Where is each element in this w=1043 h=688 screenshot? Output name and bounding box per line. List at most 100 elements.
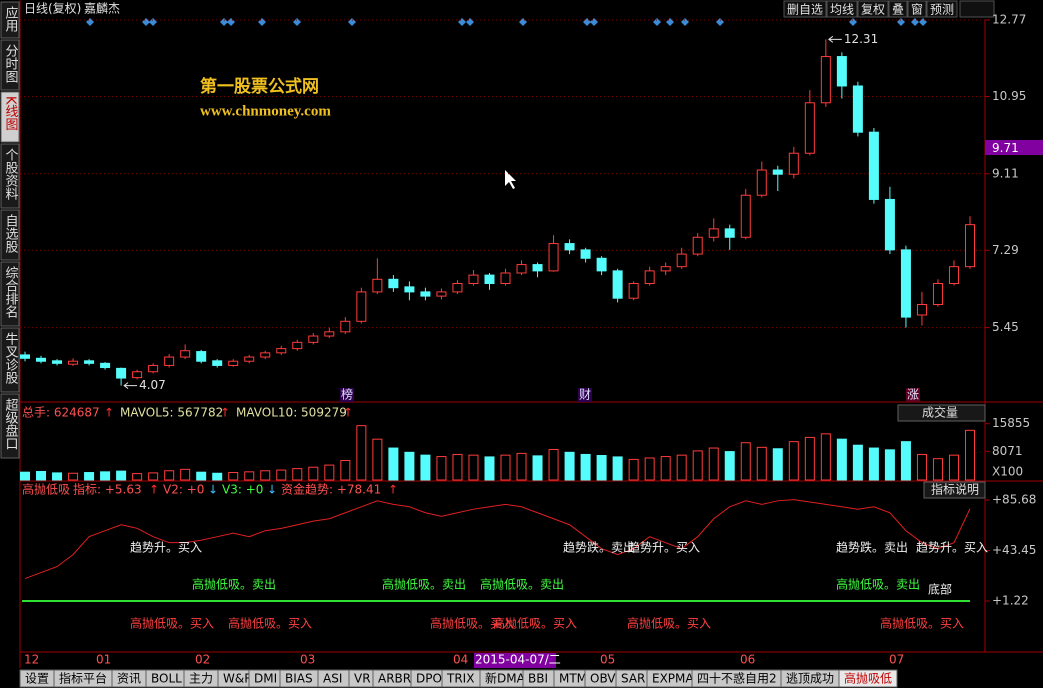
toolbar-button[interactable]: 窗 [911, 3, 923, 17]
indicator-header-arrow: ↑ [388, 483, 398, 497]
sidebar-tab-bg[interactable] [0, 1, 20, 39]
candle-body [340, 320, 351, 333]
x-axis-label: 03 [300, 653, 315, 667]
max-arrow [828, 35, 842, 43]
y-tick-label: +43.45 [992, 543, 1036, 557]
volume-bar [852, 444, 863, 481]
tab[interactable]: 逃顶成功 [786, 672, 834, 686]
signal-label: 高抛低吸。买入 [228, 616, 312, 631]
toolbar-button[interactable]: 复权 [861, 3, 885, 17]
tab[interactable]: BIAS [285, 672, 313, 686]
toolbar-extra[interactable] [959, 0, 995, 18]
sidebar-tab[interactable]: 个股资料 [3, 148, 19, 200]
tab[interactable]: VR [354, 672, 371, 686]
sidebar-tab[interactable]: 超级盘口 [3, 398, 19, 450]
volume-bar [84, 472, 95, 481]
indicator-line [24, 499, 971, 580]
min-label: 4.07 [139, 378, 166, 392]
tab-bg[interactable] [838, 669, 898, 688]
volume-bar [580, 453, 591, 481]
volume-bar [148, 472, 159, 481]
sidebar-tab[interactable]: K线图 [3, 96, 19, 131]
volume-bar [340, 459, 351, 481]
tab[interactable]: TRIX [446, 672, 474, 686]
sidebar-tab[interactable]: 牛叉诊股 [3, 332, 19, 385]
sidebar-tab[interactable]: 综合排名 [3, 266, 19, 318]
volume-selector[interactable]: 成交量 [922, 405, 958, 420]
candle-body [276, 348, 287, 354]
toolbar-button-bg[interactable] [783, 0, 827, 18]
help-button[interactable]: 指标说明 [931, 482, 979, 497]
tab[interactable]: 指标平台 [59, 671, 107, 686]
marker-bg [340, 388, 354, 402]
tab[interactable]: MTM [559, 672, 587, 686]
tab[interactable]: BOLL [151, 672, 182, 686]
tab[interactable]: SAR [621, 672, 645, 686]
candle-body [68, 360, 79, 365]
tab[interactable]: W&R [223, 672, 253, 686]
indicator-header: 高抛低吸 [22, 482, 70, 497]
sidebar-tab-bg[interactable] [0, 209, 20, 261]
toolbar-button[interactable]: 叠 [892, 3, 904, 17]
tab[interactable]: ASI [323, 672, 342, 686]
min-arrow [123, 382, 138, 390]
volume-selector-bg[interactable] [897, 404, 986, 422]
sidebar-tab-bg[interactable] [0, 143, 20, 209]
toolbar-button-bg[interactable] [857, 0, 889, 18]
tab[interactable]: 资讯 [117, 672, 141, 686]
tab[interactable]: DMI [254, 672, 277, 686]
toolbar-button-bg[interactable] [888, 0, 908, 18]
y-tick-label: 8071 [992, 444, 1023, 458]
tab[interactable]: 高抛吸低 [844, 671, 892, 686]
sidebar-tab-bg[interactable] [0, 393, 20, 459]
toolbar-button-bg[interactable] [826, 0, 858, 18]
help-button-bg[interactable] [923, 481, 986, 499]
tab[interactable]: DPO [416, 672, 442, 686]
toolbar-button-bg[interactable] [907, 0, 927, 18]
candle-body [932, 282, 943, 306]
stock-name: 嘉麟杰 [84, 1, 120, 16]
sidebar-tab-bg[interactable] [0, 39, 20, 91]
tab[interactable]: 主力 [189, 672, 213, 686]
tab[interactable]: 设置 [25, 672, 49, 686]
toolbar-button-bg[interactable] [926, 0, 958, 18]
tab[interactable]: BBI [528, 672, 548, 686]
tab[interactable]: 四十不惑自用2 [697, 672, 777, 686]
tab[interactable]: 新DMA [485, 671, 526, 686]
volume-header: 总手: 624687 [22, 406, 100, 420]
volume-bar [724, 451, 735, 481]
volume-bar [452, 453, 463, 481]
sidebar-tab-bg[interactable] [0, 91, 20, 143]
tab[interactable]: ARBR [378, 672, 411, 686]
volume-bar [596, 455, 607, 481]
x-axis-label: 07 [889, 653, 904, 667]
volume-bar [356, 425, 367, 481]
volume-header: MAVOL10: 509279 [236, 406, 347, 420]
tab[interactable]: OBV [590, 672, 616, 686]
indicator-header: V2: +0 [163, 483, 204, 497]
candle-body [164, 356, 175, 366]
signal-label: 趋势跌。卖出 [836, 540, 908, 555]
sidebar-tab[interactable]: 分时图 [3, 44, 19, 83]
candle-body [180, 350, 191, 358]
toolbar-button[interactable]: 预测 [930, 3, 954, 17]
candle-body [116, 367, 127, 379]
signal-label: 高抛低吸。卖出 [836, 577, 920, 592]
sidebar-tab-bg[interactable] [0, 327, 20, 393]
candle-body [436, 291, 447, 297]
sidebar-tab-bg[interactable] [0, 261, 20, 327]
candle-body [516, 264, 527, 274]
tab[interactable]: EXPMA [652, 672, 694, 686]
sidebar-tab[interactable]: 应用 [3, 5, 19, 33]
volume-bar [276, 469, 287, 481]
sidebar-tab[interactable]: 自选股 [3, 214, 19, 254]
toolbar-button[interactable]: 均线 [830, 3, 854, 17]
signal-label: 趋势升。买入 [916, 541, 988, 555]
watermark: www.chnmoney.com [200, 103, 331, 119]
volume-bar [260, 470, 271, 481]
candle-body [52, 360, 63, 364]
toolbar-button[interactable]: 删自选 [787, 3, 823, 17]
candle-body [500, 272, 511, 284]
volume-unit: X100 [992, 465, 1023, 479]
